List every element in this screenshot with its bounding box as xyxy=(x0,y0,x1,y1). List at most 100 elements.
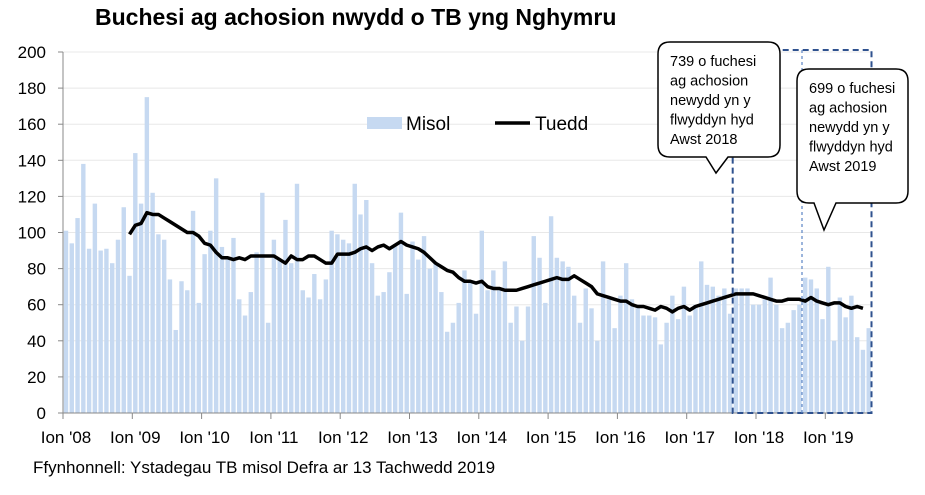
callout-text-line: Awst 2018 xyxy=(670,132,737,148)
bar-misol xyxy=(641,315,646,413)
bar-misol xyxy=(329,230,334,413)
y-tick-label: 120 xyxy=(18,187,46,206)
bar-misol xyxy=(745,288,750,413)
bar-misol xyxy=(774,304,779,413)
bar-misol xyxy=(664,322,669,413)
callout-text-line: 739 o fuchesi xyxy=(670,54,756,70)
bar-misol xyxy=(75,218,80,413)
x-tick-label: Ion '10 xyxy=(179,428,230,447)
bar-misol xyxy=(548,216,554,413)
callout-text-line: newydd yn y xyxy=(809,120,890,136)
callout-text-line: flwyddyn hyd xyxy=(809,140,893,156)
x-tick-label: Ion '15 xyxy=(526,428,577,447)
bar-misol xyxy=(623,263,629,413)
bar-misol xyxy=(572,295,577,413)
bar-misol xyxy=(566,266,571,413)
bar-misol xyxy=(826,266,831,413)
bar-misol xyxy=(600,261,606,413)
bar-misol xyxy=(543,302,548,413)
callout-text-line: ag achosion xyxy=(809,101,887,117)
bar-misol xyxy=(369,263,375,413)
bar-misol xyxy=(554,257,560,413)
bar-misol xyxy=(294,183,300,413)
bar-misol xyxy=(699,261,704,413)
legend-label-misol: Misol xyxy=(406,114,450,135)
bar-misol xyxy=(81,163,86,413)
x-tick-label: Ion '08 xyxy=(41,428,92,447)
bar-misol xyxy=(612,328,617,413)
bar-misol xyxy=(271,239,277,413)
bar-misol xyxy=(525,306,531,413)
bar-misol xyxy=(710,286,715,413)
callout-2018: 739 o fuchesi ag achosion newydd yn y flwyd… xyxy=(657,41,781,175)
bar-misol xyxy=(520,340,525,413)
bar-misol xyxy=(722,288,727,413)
bar-misol xyxy=(849,295,854,413)
bar-misol xyxy=(595,340,600,413)
bar-misol xyxy=(254,252,259,413)
y-tick-label: 160 xyxy=(18,115,46,134)
bar-misol xyxy=(260,192,265,413)
bar-misol xyxy=(265,322,271,413)
bar-misol xyxy=(751,304,756,413)
bar-misol xyxy=(606,299,612,413)
bar-misol xyxy=(196,302,202,413)
bar-misol xyxy=(727,313,733,413)
bar-misol xyxy=(427,268,433,413)
callout-2019: 699 o fuchesi ag achosion newydd yn y flwyd… xyxy=(796,68,909,232)
bar-misol xyxy=(693,304,698,413)
bar-misol xyxy=(860,349,866,413)
bar-misol xyxy=(866,328,871,413)
bar-misol xyxy=(92,203,98,413)
bar-misol xyxy=(225,259,230,413)
line-tuedd xyxy=(128,210,864,314)
bar-misol xyxy=(248,292,253,413)
bar-misol xyxy=(537,257,542,413)
y-tick-label: 180 xyxy=(18,79,46,98)
callout-text-line: flwyddyn hyd xyxy=(670,113,754,129)
bar-misol xyxy=(364,200,369,413)
bar-misol xyxy=(185,290,190,413)
bar-misol xyxy=(681,286,687,413)
bar-misol xyxy=(462,270,467,413)
bar-misol xyxy=(352,183,357,413)
bar-misol xyxy=(133,153,138,413)
bar-misol xyxy=(231,237,236,413)
bar-misol xyxy=(167,279,173,413)
bar-misol xyxy=(283,219,288,413)
bar-misol xyxy=(843,317,848,413)
bar-misol xyxy=(762,299,767,413)
bar-misol xyxy=(190,210,196,413)
bar-misol xyxy=(433,263,438,413)
bar-misol xyxy=(768,277,773,413)
bar-misol xyxy=(156,234,161,413)
bar-misol xyxy=(404,293,409,413)
bar-misol xyxy=(791,310,796,413)
bar-misol xyxy=(629,299,635,413)
bar-misol xyxy=(219,246,225,413)
bar-misol xyxy=(508,322,513,413)
x-tick-label: Ion '09 xyxy=(110,428,161,447)
bar-misol xyxy=(687,315,692,413)
bar-misol xyxy=(127,275,132,413)
bar-misol xyxy=(375,295,381,413)
bar-misol xyxy=(115,239,121,413)
bar-misol xyxy=(392,245,398,413)
bar-misol xyxy=(658,344,664,413)
bar-misol xyxy=(179,281,184,413)
bar-misol xyxy=(323,279,329,413)
x-tick-label: Ion '19 xyxy=(803,428,854,447)
callout-text-line: ag achosion xyxy=(670,74,748,90)
bar-misol xyxy=(577,322,583,413)
bar-misol xyxy=(150,192,155,413)
bar-misol xyxy=(300,290,305,413)
callout-text-line: Awst 2019 xyxy=(809,159,876,175)
bar-misol xyxy=(387,272,392,413)
y-tick-label: 20 xyxy=(27,368,46,387)
bar-misol xyxy=(531,236,536,413)
bar-misol xyxy=(502,261,508,413)
bar-misol xyxy=(675,319,681,413)
bar-misol xyxy=(138,203,144,413)
x-tick-label: Ion '11 xyxy=(249,428,298,447)
